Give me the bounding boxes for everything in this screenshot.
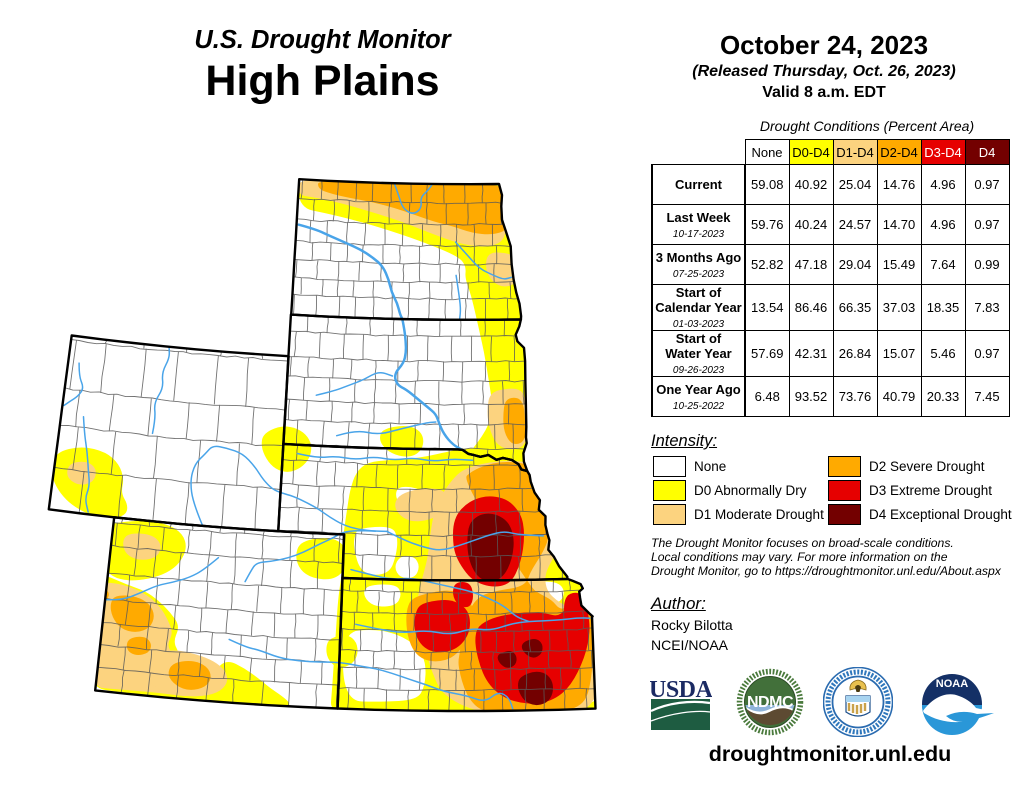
svg-text:NOAA: NOAA xyxy=(936,678,968,690)
svg-text:NDMC: NDMC xyxy=(747,694,794,711)
svg-text:USDA: USDA xyxy=(650,678,712,703)
